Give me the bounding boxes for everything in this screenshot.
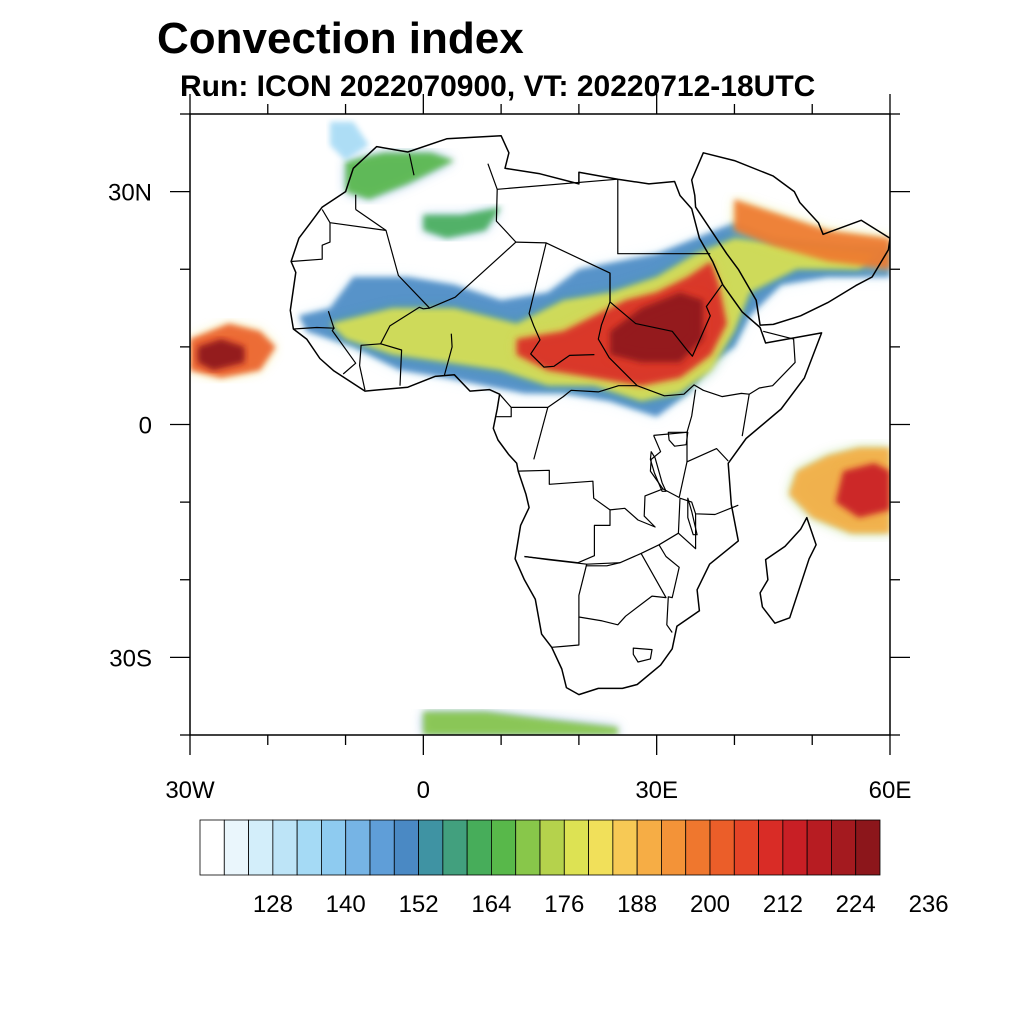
country-border xyxy=(524,555,621,565)
country-border xyxy=(686,389,697,433)
colorbar-label: 176 xyxy=(544,891,584,918)
colorbar-swatch xyxy=(369,819,395,876)
country-border xyxy=(533,407,549,460)
y-tick-label: 30S xyxy=(109,645,152,672)
colorbar-swatch xyxy=(733,819,759,876)
colorbar-swatch xyxy=(466,819,492,876)
land-outlines xyxy=(289,134,890,696)
madagascar-core xyxy=(835,463,890,518)
algeria-streak xyxy=(423,207,502,239)
colorbar-swatch xyxy=(636,819,662,876)
country-border xyxy=(497,178,618,190)
colorbar-swatch xyxy=(345,819,371,876)
colorbar: 128 140 152 164 176 188 200 212 224 236 xyxy=(199,819,949,918)
colorbar-swatch xyxy=(296,819,322,876)
arabia-outline xyxy=(690,152,890,326)
country-border xyxy=(408,153,415,176)
colorbar-swatch xyxy=(491,819,517,876)
colorbar-label: 200 xyxy=(690,891,730,918)
convection-field xyxy=(190,121,890,735)
colorbar-swatch xyxy=(321,819,347,876)
country-border xyxy=(380,306,430,386)
nw-atlantic-swirl xyxy=(330,121,369,161)
colorbar-label: 128 xyxy=(253,891,293,918)
southern-band xyxy=(423,711,618,735)
country-border xyxy=(496,407,512,418)
country-border xyxy=(515,241,796,398)
colorbar-swatch xyxy=(515,819,541,876)
country-border xyxy=(658,544,680,633)
country-border xyxy=(617,179,711,255)
country-border xyxy=(327,311,357,375)
axis-ticks: 30W 0 30E 60E 30N 0 30S xyxy=(108,94,911,804)
arabia-streak xyxy=(734,199,890,270)
colorbar-label: 164 xyxy=(471,891,511,918)
lake-outline xyxy=(667,431,689,447)
morocco-band xyxy=(345,152,455,200)
colorbar-swatch xyxy=(223,819,249,876)
country-border xyxy=(291,222,331,263)
colorbar-swatch xyxy=(685,819,711,876)
colorbar-swatch xyxy=(709,819,735,876)
colorbar-swatch xyxy=(442,819,468,876)
colorbar-swatch xyxy=(418,819,444,876)
lake-outline xyxy=(649,451,667,492)
colorbar-swatch xyxy=(563,819,589,876)
y-tick-label: 0 xyxy=(139,413,152,440)
chart-title: Convection index xyxy=(157,14,524,63)
colorbar-label: 224 xyxy=(836,891,876,918)
y-tick-label: 30N xyxy=(108,180,152,207)
x-tick-label: 30E xyxy=(635,777,678,804)
colorbar-swatch xyxy=(393,819,419,876)
madagascar-outline xyxy=(759,516,817,624)
country-border xyxy=(609,273,723,357)
colorbar-swatch xyxy=(831,819,857,876)
colorbar-label: 188 xyxy=(617,891,657,918)
colorbar-swatch xyxy=(612,819,638,876)
country-border xyxy=(662,461,688,499)
country-border xyxy=(355,163,517,309)
colorbar-swatch xyxy=(539,819,565,876)
colorbar-swatch xyxy=(782,819,808,876)
colorbar-swatch xyxy=(199,819,225,876)
colorbar-swatch xyxy=(588,819,614,876)
colorbar-swatch xyxy=(248,819,274,876)
country-border xyxy=(741,394,750,437)
country-border xyxy=(528,242,595,368)
x-tick-label: 0 xyxy=(417,777,430,804)
colorbar-label: 212 xyxy=(763,891,803,918)
atlantic-core xyxy=(197,339,245,371)
country-border xyxy=(359,343,381,391)
chart-subtitle: Run: ICON 2022070900, VT: 20220712-18UTC xyxy=(180,70,816,103)
lesotho-border xyxy=(632,647,653,663)
colorbar-swatch xyxy=(272,819,298,876)
country-border xyxy=(677,513,697,550)
country-border xyxy=(578,553,667,626)
colorbar-swatch xyxy=(806,819,832,876)
plot-background xyxy=(190,114,890,735)
colorbar-swatch xyxy=(855,819,881,876)
country-border xyxy=(551,617,580,648)
x-tick-label: 60E xyxy=(869,777,912,804)
x-tick-label: 30W xyxy=(165,777,215,804)
colorbar-swatch xyxy=(758,819,784,876)
colorbar-label: 152 xyxy=(399,891,439,918)
country-border xyxy=(293,326,335,330)
colorbar-swatch xyxy=(661,819,687,876)
country-border xyxy=(443,333,453,376)
colorbar-label: 140 xyxy=(326,891,366,918)
lake-outline xyxy=(687,497,698,536)
colorbar-label: 236 xyxy=(909,891,949,918)
country-border xyxy=(499,385,638,408)
